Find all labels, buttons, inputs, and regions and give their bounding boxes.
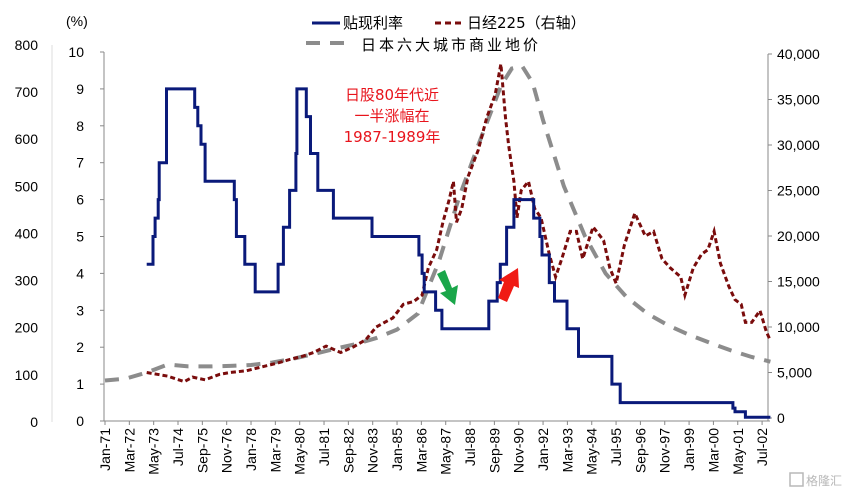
x-tick-label: May-80 — [292, 428, 308, 475]
x-tick-label: Sep-89 — [486, 428, 502, 473]
x-tick-label: Jan-99 — [681, 428, 697, 471]
x-tick-label: Mar-86 — [413, 428, 429, 473]
x-tick-label: Mar-72 — [121, 428, 137, 473]
arrow-down-icon — [437, 270, 458, 305]
right-tick-label: 15,000 — [777, 274, 820, 290]
inner-left-tick-label: 0 — [76, 413, 84, 429]
legend-label-discount: 贴现利率 — [343, 14, 403, 32]
legend-label-land: 日本六大城市商业地价 — [361, 36, 541, 54]
outer-left-tick-label: 200 — [15, 320, 39, 336]
x-tick-label: Sep-75 — [194, 428, 210, 473]
x-tick-label: Jul-81 — [316, 428, 332, 466]
x-tick-label: Jul-95 — [608, 428, 624, 466]
annotation-line-1: 日股80年代近 — [345, 86, 439, 104]
inner-left-tick-label: 7 — [76, 155, 84, 171]
x-tick-label: Jan-85 — [389, 428, 405, 471]
right-tick-label: 5,000 — [777, 365, 812, 381]
x-tick-label: Sep-96 — [632, 428, 648, 473]
outer-left-tick-label: 700 — [15, 84, 39, 100]
right-tick-label: 25,000 — [777, 183, 820, 199]
x-tick-label: May-73 — [146, 428, 162, 475]
x-tick-label: Mar-93 — [559, 428, 575, 473]
x-tick-label: May-01 — [730, 428, 746, 475]
x-tick-label: Jul-88 — [462, 428, 478, 466]
axes: 0 1 2 3 4 5 6 7 8 9 10 (%) 0 100 200 300 400 500 600 700 800… — [15, 13, 820, 475]
inner-left-axis-label: (%) — [66, 13, 88, 29]
x-tick-label: Nov-83 — [365, 428, 381, 473]
inner-left-tick-label: 3 — [76, 302, 84, 318]
series-line-discount-rate — [146, 87, 771, 419]
right-tick-label: 30,000 — [777, 137, 820, 153]
x-tick-label: May-87 — [438, 428, 454, 475]
legend-label-nikkei: 日经225（右轴） — [467, 14, 586, 32]
inner-left-tick-label: 8 — [76, 118, 84, 134]
inner-left-tick-label: 2 — [76, 339, 84, 355]
legend: 贴现利率 日经225（右轴） 日本六大城市商业地价 — [306, 14, 586, 54]
inner-left-tick-label: 1 — [76, 376, 84, 392]
watermark-logo-icon — [789, 472, 804, 487]
right-tick-label: 35,000 — [777, 92, 820, 108]
outer-left-tick-label: 100 — [15, 367, 39, 383]
watermark-text: 格隆汇 — [806, 473, 842, 488]
x-tick-label: Jul-02 — [754, 428, 770, 466]
inner-left-tick-label: 10 — [68, 44, 84, 60]
inner-left-tick-label: 4 — [76, 265, 84, 281]
x-tick-label: Sep-82 — [340, 428, 356, 473]
x-tick-label: Jul-74 — [170, 428, 186, 466]
watermark: 格隆汇 — [789, 472, 842, 488]
inner-left-tick-label: 5 — [76, 229, 84, 245]
x-tick-label: Jan-92 — [535, 428, 551, 471]
outer-left-tick-label: 500 — [15, 178, 39, 194]
right-tick-label: 20,000 — [777, 228, 820, 244]
annotation-line-2: 一半涨幅在 — [354, 107, 429, 125]
x-tick-label: Nov-97 — [657, 428, 673, 473]
inner-left-tick-label: 9 — [76, 81, 84, 97]
x-tick-label: Nov-76 — [219, 428, 235, 473]
x-tick-label: Jan-78 — [243, 428, 259, 471]
x-tick-label: Nov-90 — [511, 428, 527, 473]
inner-left-tick-label: 6 — [76, 192, 84, 208]
annotation-line-3: 1987-1989年 — [344, 128, 441, 146]
x-tick-label: Mar-79 — [267, 428, 283, 473]
arrow-up-icon — [498, 268, 519, 302]
right-tick-label: 0 — [777, 410, 785, 426]
outer-left-tick-label: 600 — [15, 131, 39, 147]
series-layer — [104, 63, 772, 419]
outer-left-tick-label: 400 — [15, 225, 39, 241]
outer-left-tick-label: 0 — [30, 414, 38, 430]
x-tick-label: May-94 — [584, 428, 600, 475]
x-tick-label: Jan-71 — [97, 428, 113, 471]
x-tick-label: Mar-00 — [705, 428, 721, 473]
right-tick-label: 40,000 — [777, 46, 820, 62]
right-tick-label: 10,000 — [777, 319, 820, 335]
series-line-land-price — [104, 63, 771, 383]
outer-left-tick-label: 800 — [15, 37, 39, 53]
series-line-nikkei225 — [146, 63, 772, 384]
outer-left-tick-label: 300 — [15, 273, 39, 289]
annotation: 日股80年代近 一半涨幅在 1987-1989年 — [344, 86, 519, 305]
